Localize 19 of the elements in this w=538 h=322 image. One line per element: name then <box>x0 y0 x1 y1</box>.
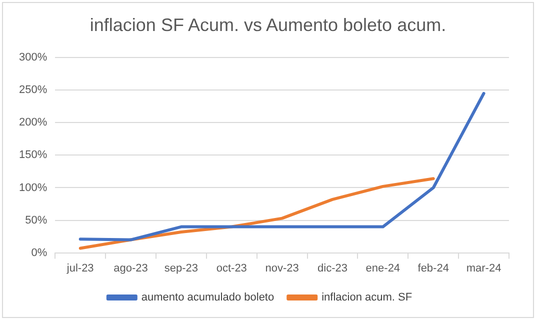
y-tick-label: 50% <box>25 214 48 226</box>
y-tick-label: 0% <box>31 246 48 259</box>
x-tick-label: oct-23 <box>216 262 247 274</box>
y-tick-label: 300% <box>18 52 48 64</box>
legend-label: aumento acumulado boleto <box>141 292 274 304</box>
y-tick-label: 100% <box>18 182 48 194</box>
x-tick-label: jul-23 <box>66 262 94 274</box>
legend-label: inflacion acum. SF <box>322 292 412 304</box>
x-tick-label: ago-23 <box>114 262 148 274</box>
chart-title: inflacion SF Acum. vs Aumento boleto acum. <box>88 15 448 36</box>
y-tick-label: 150% <box>18 149 48 162</box>
x-tick-label: feb-24 <box>418 262 449 274</box>
x-tick-label: mar-24 <box>466 262 502 274</box>
x-tick-label: dic-23 <box>318 262 348 274</box>
x-tick-label: ene-24 <box>366 262 400 274</box>
x-tick-label: nov-23 <box>265 262 299 274</box>
y-tick-label: 250% <box>18 84 48 96</box>
y-tick-label: 200% <box>18 116 48 129</box>
x-tick-label: sep-23 <box>164 262 198 274</box>
